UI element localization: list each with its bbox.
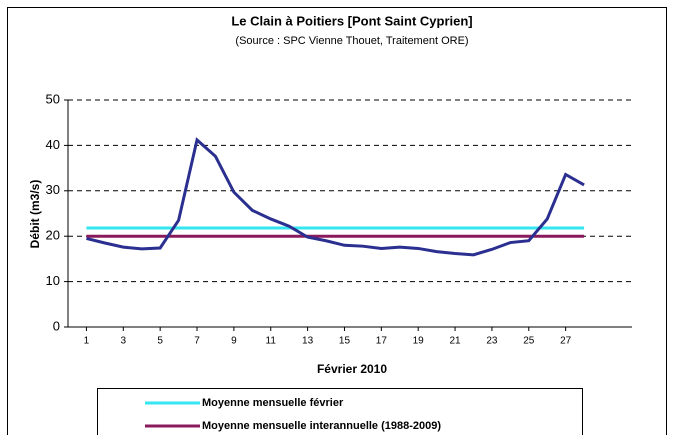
x-tick-label: 15 [339,336,351,347]
x-tick-label: 9 [231,336,237,347]
x-tick-label: 3 [121,336,127,347]
x-tick-label: 19 [413,336,425,347]
x-axis-label: Février 2010 [317,362,387,376]
x-tick-label: 21 [449,336,461,347]
y-tick-label: 30 [46,182,60,197]
x-tick-label: 7 [194,336,200,347]
x-tick-label: 17 [376,336,388,347]
y-tick-label: 0 [53,318,60,333]
x-tick-label: 27 [560,336,572,347]
legend-label: Moyenne mensuelle interannuelle (1988-20… [202,420,441,432]
y-tick-label: 50 [46,91,60,106]
series-line [86,137,585,257]
x-tick-label: 5 [157,336,163,347]
chart-subtitle: (Source : SPC Vienne Thouet, Traitement … [235,35,468,47]
x-tick-label: 11 [266,336,277,347]
x-tick-label: 25 [523,336,535,347]
y-tick-label: 20 [46,228,60,243]
y-axis-label: Débit (m3/s) [28,180,42,249]
x-tick-label: 23 [486,336,498,347]
chart-title: Le Clain à Poitiers [Pont Saint Cyprien] [231,13,472,28]
y-tick-label: 40 [46,137,60,152]
x-tick-label: 1 [84,336,90,347]
x-tick-label: 13 [302,336,314,347]
legend-label: Moyenne mensuelle février [202,397,344,409]
chart-border [7,7,667,435]
y-tick-label: 10 [46,273,60,288]
